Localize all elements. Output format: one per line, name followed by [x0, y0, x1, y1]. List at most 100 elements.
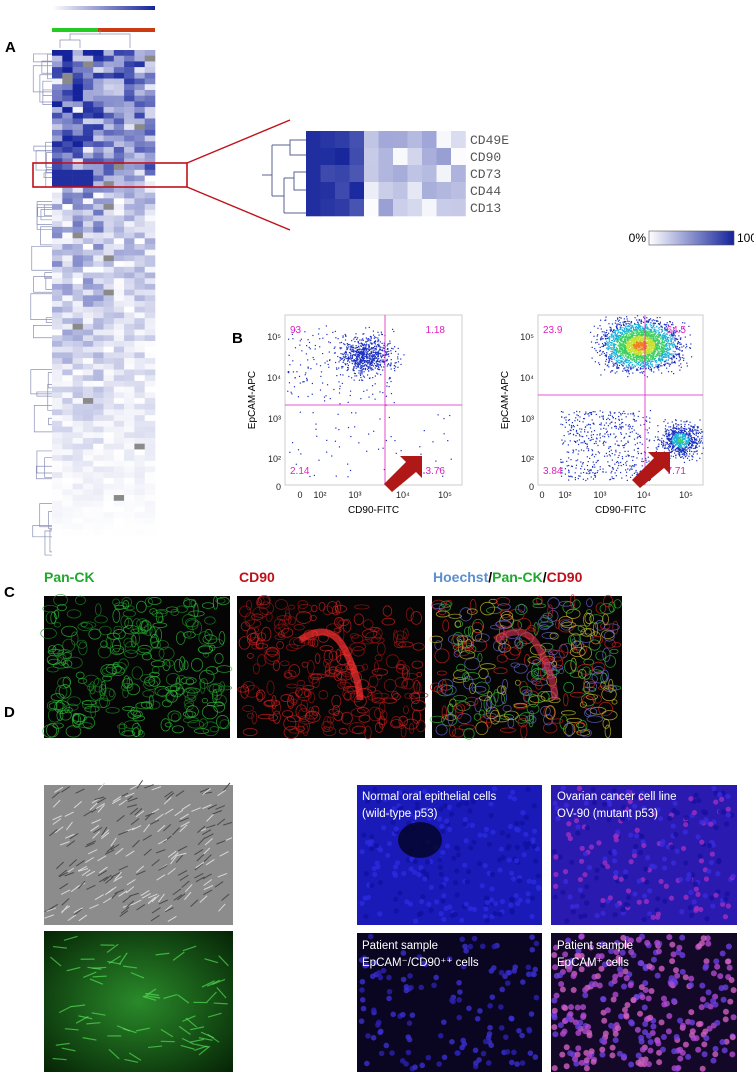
event [611, 349, 612, 350]
event [669, 353, 670, 354]
heatmap-cell [114, 455, 125, 461]
heatmap-cell [124, 210, 135, 216]
heatmap-cell [52, 61, 63, 67]
heatmap-cell [114, 130, 125, 136]
heatmap-cell [52, 124, 63, 130]
event [662, 329, 663, 330]
event [313, 357, 314, 358]
heatmap-cell [93, 444, 104, 450]
event [629, 333, 630, 334]
event [628, 341, 629, 342]
heatmap-cell [62, 210, 73, 216]
event [358, 363, 359, 364]
heatmap-cell [62, 341, 73, 347]
event [685, 336, 686, 337]
event [370, 336, 371, 337]
event [666, 357, 667, 358]
heatmap-cell [104, 113, 115, 119]
event [599, 325, 600, 326]
event [351, 349, 352, 350]
heatmap-cell [124, 227, 135, 233]
heatmap-cell [104, 347, 115, 353]
event [353, 347, 354, 348]
event [696, 430, 697, 431]
event [359, 349, 360, 350]
heatmap-cell [134, 215, 145, 221]
heatmap-cell [93, 79, 104, 85]
event [380, 374, 381, 375]
heatmap-cell [93, 107, 104, 113]
event [370, 367, 371, 368]
event [645, 368, 646, 369]
heatmap-cell [134, 364, 145, 370]
heatmap-cell [134, 387, 145, 393]
event [358, 372, 359, 373]
event [652, 344, 653, 345]
event [621, 334, 622, 335]
event [449, 415, 450, 416]
event [400, 364, 401, 365]
event [617, 365, 618, 366]
heatmap-cell [145, 124, 156, 130]
event [658, 352, 659, 353]
heatmap-cell [62, 153, 73, 159]
event [665, 361, 666, 362]
heatmap-cell [124, 170, 135, 176]
event [660, 335, 661, 336]
heatmap-cell [124, 364, 135, 370]
heatmap-cell [83, 278, 94, 284]
heatmap-cell [52, 387, 63, 393]
event [611, 359, 612, 360]
event [643, 358, 644, 359]
heatmap-cell [104, 512, 115, 518]
event [381, 361, 382, 362]
heatmap-cell [52, 415, 63, 421]
event [626, 365, 627, 366]
event [356, 356, 357, 357]
event [369, 360, 370, 361]
heatmap-cell [104, 381, 115, 387]
heatmap-cell [62, 495, 73, 501]
heatmap-cell [145, 267, 156, 273]
event [641, 323, 642, 324]
event [309, 347, 310, 348]
heatmap-cell [93, 187, 104, 193]
event [674, 442, 675, 443]
event [369, 358, 370, 359]
zoom-cell [364, 131, 379, 148]
heatmap-cell [134, 335, 145, 341]
event [620, 358, 621, 359]
event [292, 338, 293, 339]
event [638, 356, 639, 357]
event [621, 332, 622, 333]
event [391, 359, 392, 360]
heatmap-cell [145, 307, 156, 313]
event [659, 327, 660, 328]
event [630, 357, 631, 358]
heatmap-cell [104, 250, 115, 256]
dendrogram-branch [32, 246, 52, 270]
event [662, 340, 663, 341]
event [632, 364, 633, 365]
heatmap-cell [114, 84, 125, 90]
heatmap-cell [104, 278, 115, 284]
heatmap-cell [114, 398, 125, 404]
heatmap-cell [114, 484, 125, 490]
event [613, 353, 614, 354]
event [312, 335, 313, 336]
event [700, 442, 701, 443]
event [342, 366, 343, 367]
heatmap-cell [114, 478, 125, 484]
heatmap-cell [52, 164, 63, 170]
heatmap-cell [134, 147, 145, 153]
heatmap-cell [62, 244, 73, 250]
heatmap-cell [114, 221, 125, 227]
event [655, 339, 656, 340]
event [649, 344, 650, 345]
event [656, 354, 657, 355]
event [686, 454, 687, 455]
event [612, 363, 613, 364]
heatmap-cell [145, 358, 156, 364]
event [287, 391, 288, 392]
heatmap-cell [134, 381, 145, 387]
